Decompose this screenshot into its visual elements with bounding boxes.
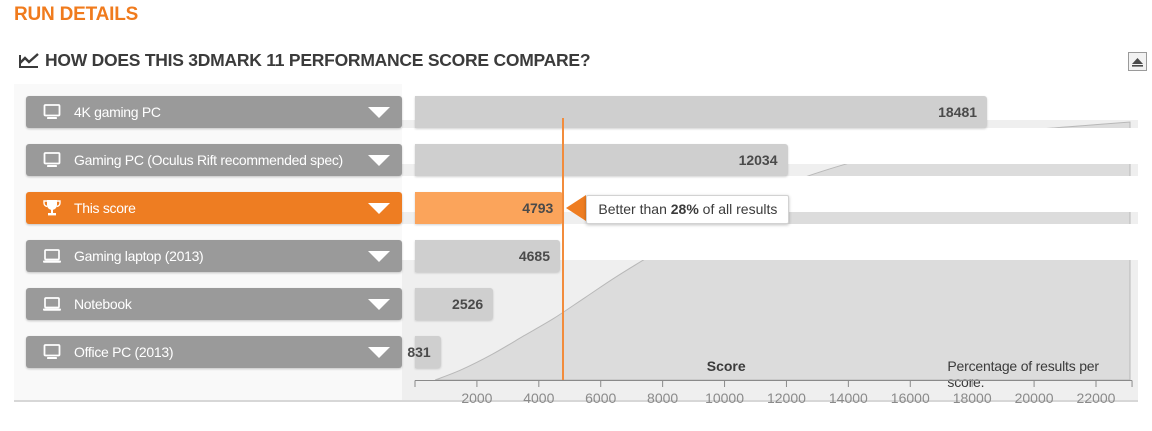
device-label: Gaming PC (Oculus Rift recommended spec) (74, 152, 343, 168)
score-bar (415, 336, 441, 368)
tooltip-arrow-icon (566, 195, 587, 221)
device-label-bar[interactable]: Notebook (26, 288, 402, 320)
device-label: Gaming laptop (2013) (74, 248, 204, 264)
x-axis-tick-label: 6000 (585, 390, 617, 406)
comparison-chart-panel: 18481 4K gaming PC 12034 Gaming PC (Oculus … (14, 84, 1138, 406)
chevron-down-icon[interactable] (368, 107, 390, 118)
score-value: 12034 (738, 152, 778, 168)
x-axis-tick-label: 16000 (890, 390, 930, 406)
score-bar (415, 240, 561, 272)
device-label-bar[interactable]: 4K gaming PC (26, 96, 402, 128)
tooltip-prefix: Better than (598, 201, 671, 217)
section-title: HOW DOES THIS 3DMARK 11 PERFORMANCE SCOR… (45, 50, 591, 70)
comparison-row: 831 Office PC (2013) (14, 336, 1138, 368)
device-label: 4K gaming PC (74, 104, 161, 120)
comparison-row: 4685 Gaming laptop (2013) (14, 240, 1138, 272)
device-label: Office PC (2013) (74, 344, 174, 360)
x-axis-tick-label: 14000 (828, 390, 868, 406)
comparison-row: 4793 This score (14, 192, 1138, 224)
x-axis (414, 380, 1133, 387)
score-bar (415, 96, 988, 128)
line-chart-icon (19, 53, 39, 69)
tooltip-suffix: of all results (698, 201, 778, 217)
chevron-down-icon[interactable] (368, 347, 390, 358)
chevron-down-icon[interactable] (368, 203, 390, 214)
score-value: 831 (407, 344, 431, 360)
score-value: 4793 (522, 200, 554, 216)
x-axis-tick-label: 20000 (1014, 390, 1054, 406)
score-value: 18481 (938, 104, 978, 120)
chevron-down-icon[interactable] (368, 251, 390, 262)
score-bar (415, 288, 494, 320)
device-label: Notebook (74, 296, 132, 312)
score-value: 4685 (518, 248, 551, 264)
device-label-bar[interactable]: Gaming PC (Oculus Rift recommended spec) (26, 144, 402, 176)
x-axis-tick-label: 18000 (952, 390, 992, 406)
x-axis-tick-label: 10000 (705, 390, 744, 406)
device-label-bar[interactable]: This score (26, 192, 402, 224)
tooltip-percent: 28% (670, 201, 699, 217)
device-label-bar[interactable]: Gaming laptop (2013) (26, 240, 402, 272)
chevron-down-icon[interactable] (368, 299, 390, 310)
section-header: HOW DOES THIS 3DMARK 11 PERFORMANCE SCOR… (0, 46, 1152, 80)
x-axis-tick-label: 4000 (523, 390, 555, 406)
laptop-icon (42, 295, 62, 313)
x-axis-tick-label: 22000 (1076, 390, 1116, 406)
comparison-row: 12034 Gaming PC (Oculus Rift recommended … (14, 144, 1138, 176)
percentile-marker-line (562, 118, 565, 380)
x-axis-tick-label: 12000 (766, 390, 806, 406)
page-title: RUN DETAILS (14, 4, 139, 25)
collapse-up-icon[interactable] (1128, 52, 1147, 71)
desktop-pc-icon (42, 343, 62, 361)
comparison-row: 2526 Notebook (14, 288, 1138, 320)
device-label-bar[interactable]: Office PC (2013) (26, 336, 402, 368)
trophy-icon (42, 199, 62, 217)
x-axis-title: Score (706, 358, 746, 374)
score-bar (415, 192, 564, 224)
laptop-icon (42, 247, 62, 265)
secondary-axis-label: Percentage of results per score. (947, 358, 1099, 390)
x-axis-tick-label: 2000 (461, 390, 493, 406)
chevron-down-icon[interactable] (368, 155, 390, 166)
device-label: This score (74, 200, 136, 216)
desktop-pc-icon (42, 103, 62, 121)
x-axis-tick-label: 8000 (647, 390, 679, 406)
score-bar (415, 144, 788, 176)
desktop-pc-icon (42, 151, 62, 169)
percentile-tooltip: Better than 28% of all results (586, 195, 790, 224)
comparison-row: 18481 4K gaming PC (14, 96, 1138, 128)
score-value: 2526 (452, 296, 484, 312)
